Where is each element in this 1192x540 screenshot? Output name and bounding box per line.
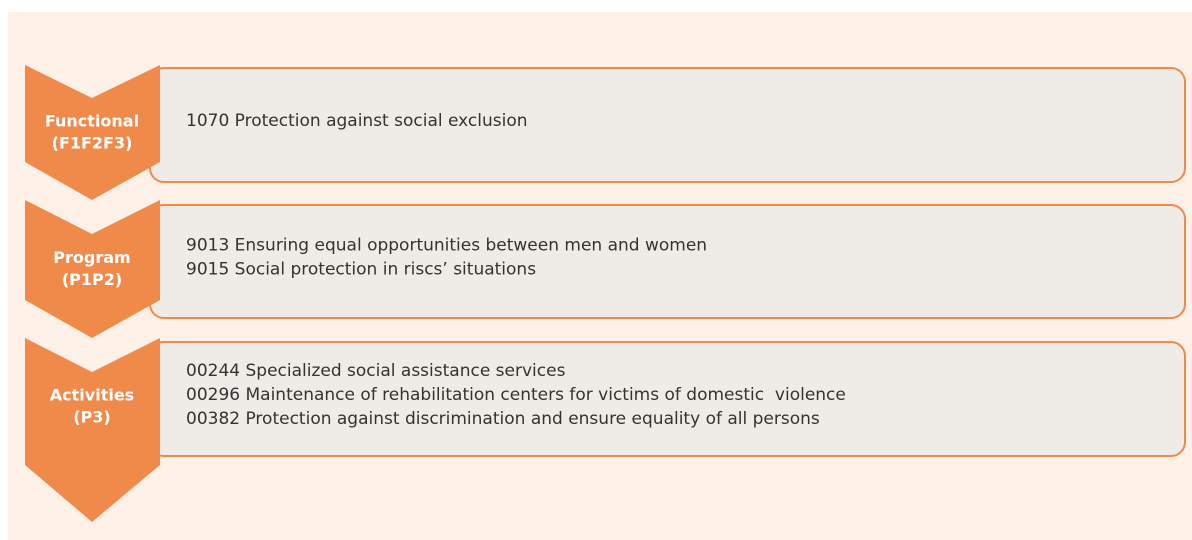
level-item: 9013 Ensuring equal opportunities betwee… bbox=[186, 236, 707, 256]
chevron bbox=[25, 200, 160, 338]
level-item: 9015 Social protection in riscs’ situati… bbox=[186, 260, 536, 280]
level-item: 00296 Maintenance of rehabilitation cent… bbox=[186, 385, 846, 405]
level-label: Program bbox=[53, 248, 130, 267]
level-label: Activities bbox=[50, 386, 134, 405]
level-item: 00244 Specialized social assistance serv… bbox=[186, 361, 566, 381]
chevron bbox=[25, 338, 160, 522]
level-label: (P3) bbox=[73, 408, 110, 427]
level-label: Functional bbox=[45, 112, 139, 131]
level-label: (P1P2) bbox=[62, 270, 122, 289]
level-label: (F1F2F3) bbox=[52, 134, 133, 153]
level-item: 1070 Protection against social exclusion bbox=[186, 111, 528, 131]
level-item: 00382 Protection against discrimination … bbox=[186, 409, 820, 429]
chevron bbox=[25, 65, 160, 200]
